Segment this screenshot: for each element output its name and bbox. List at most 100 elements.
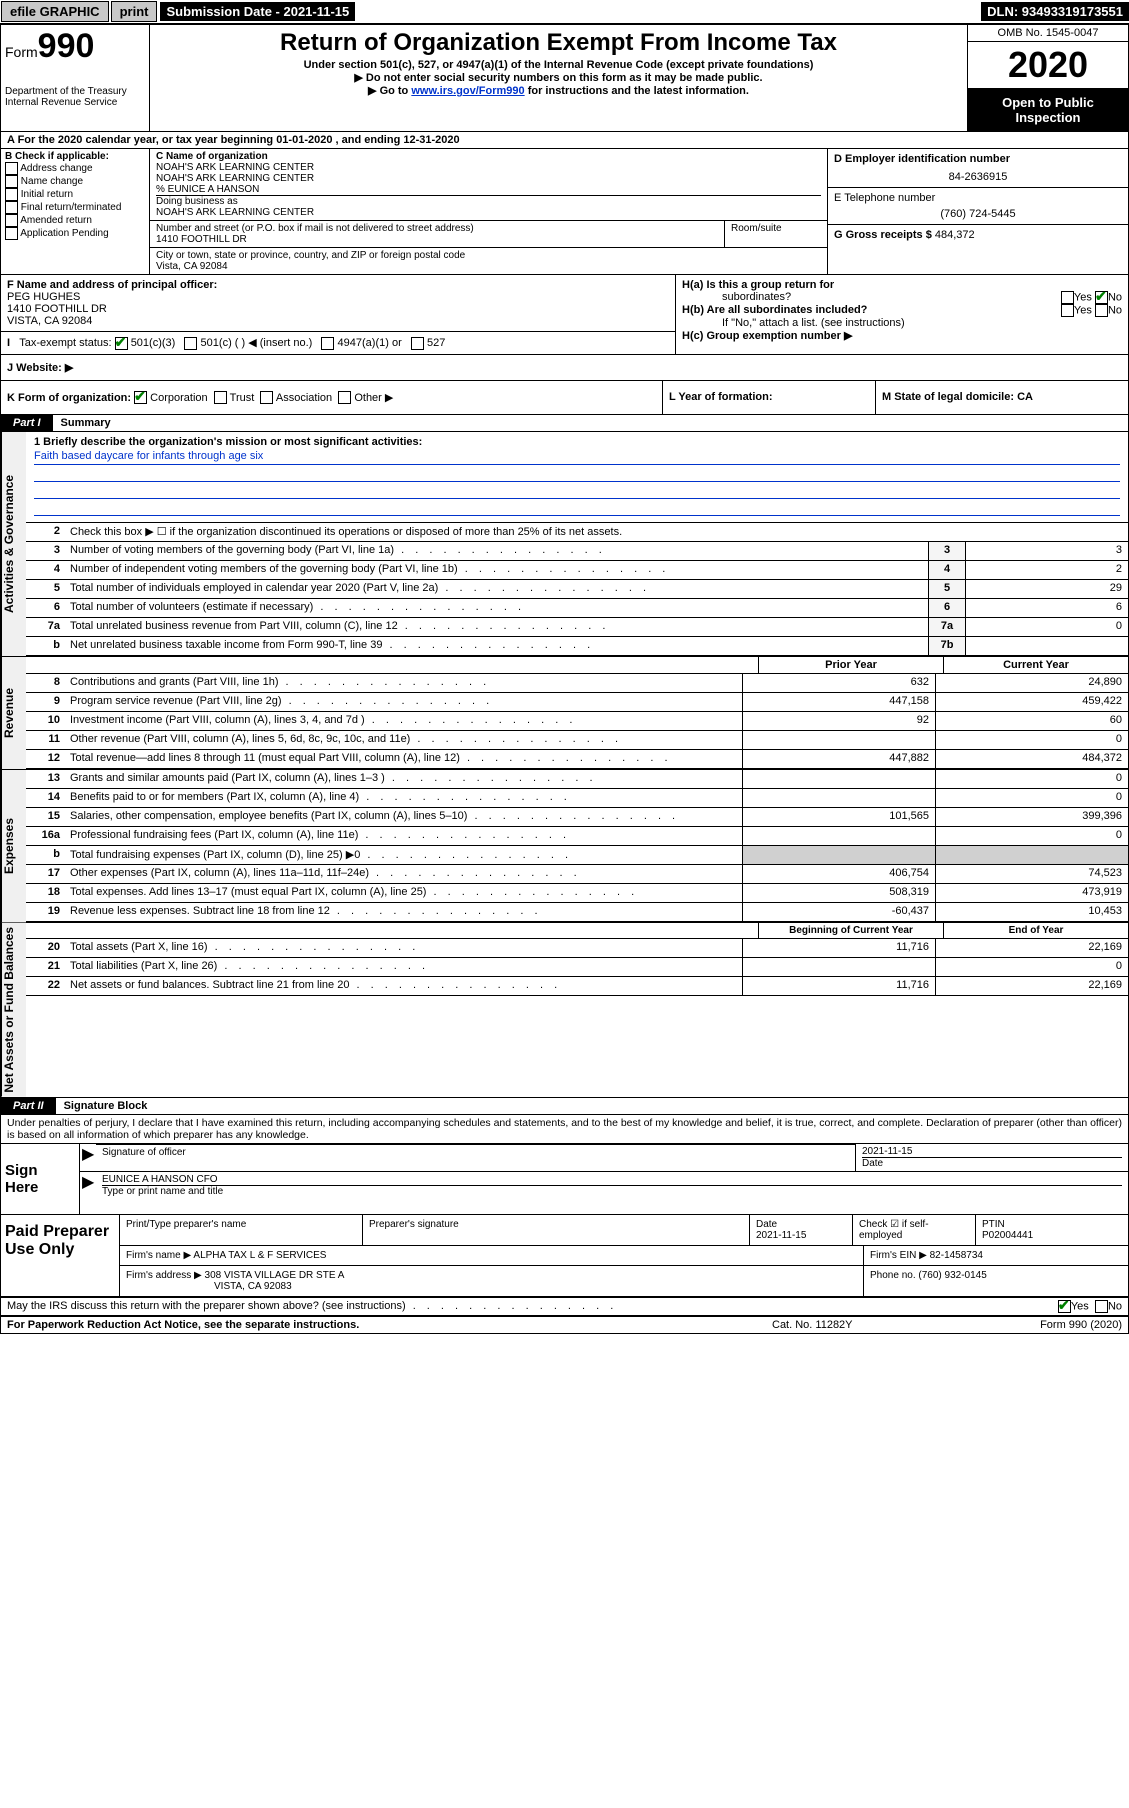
cb-ha-no[interactable] xyxy=(1095,291,1108,304)
dept-label: Department of the Treasury xyxy=(5,86,145,97)
cb-527[interactable] xyxy=(411,337,424,350)
cb-amended[interactable] xyxy=(5,214,18,227)
omb-number: OMB No. 1545-0047 xyxy=(968,25,1128,42)
row-fh: F Name and address of principal officer:… xyxy=(1,275,1128,355)
data-line: 11Other revenue (Part VIII, column (A), … xyxy=(26,731,1128,750)
gov-line: 2Check this box ▶ ☐ if the organization … xyxy=(26,523,1128,542)
row-j-website: J Website: ▶ xyxy=(1,355,1128,381)
data-line: 16aProfessional fundraising fees (Part I… xyxy=(26,827,1128,846)
cb-ha-yes[interactable] xyxy=(1061,291,1074,304)
cb-501c3[interactable] xyxy=(115,337,128,350)
data-line: 19Revenue less expenses. Subtract line 1… xyxy=(26,903,1128,922)
data-line: 14Benefits paid to or for members (Part … xyxy=(26,789,1128,808)
org-city: Vista, CA 92084 xyxy=(156,261,821,272)
gov-line: 7aTotal unrelated business revenue from … xyxy=(26,618,1128,637)
paid-preparer-section: Paid Preparer Use Only Print/Type prepar… xyxy=(1,1215,1128,1298)
governance-section: Activities & Governance 1 Briefly descri… xyxy=(1,432,1128,657)
officer-name: EUNICE A HANSON CFO xyxy=(102,1174,1122,1185)
data-line: 18Total expenses. Add lines 13–17 (must … xyxy=(26,884,1128,903)
data-line: 21Total liabilities (Part X, line 26)0 xyxy=(26,958,1128,977)
cb-501c[interactable] xyxy=(184,337,197,350)
sign-here-section: Sign Here ▶ Signature of officer 2021-11… xyxy=(1,1143,1128,1215)
form-number: Form990 xyxy=(5,27,145,66)
efile-button[interactable]: efile GRAPHIC xyxy=(1,1,109,22)
cb-discuss-no[interactable] xyxy=(1095,1300,1108,1313)
cb-name-change[interactable] xyxy=(5,175,18,188)
year-formation: L Year of formation: xyxy=(663,381,876,415)
penalties-text: Under penalties of perjury, I declare th… xyxy=(1,1115,1128,1143)
org-name-2: NOAH'S ARK LEARNING CENTER xyxy=(156,173,821,184)
ein-value: 84-2636915 xyxy=(834,171,1122,183)
cb-final-return[interactable] xyxy=(5,201,18,214)
data-line: 9Program service revenue (Part VIII, lin… xyxy=(26,693,1128,712)
cb-other[interactable] xyxy=(338,391,351,404)
data-line: 20Total assets (Part X, line 16)11,71622… xyxy=(26,939,1128,958)
gov-line: 3Number of voting members of the governi… xyxy=(26,542,1128,561)
cb-assoc[interactable] xyxy=(260,391,273,404)
dln-label: DLN: 93493319173551 xyxy=(981,2,1129,21)
form-title: Return of Organization Exempt From Incom… xyxy=(156,29,961,57)
gross-receipts: 484,372 xyxy=(935,229,975,241)
part-i-header: Part I Summary xyxy=(1,415,1128,432)
cb-corp[interactable] xyxy=(134,391,147,404)
net-vert-label: Net Assets or Fund Balances xyxy=(1,923,26,1097)
net-header: Beginning of Current Year End of Year xyxy=(26,923,1128,939)
open-public-label: Open to Public Inspection xyxy=(968,89,1128,131)
sign-here-label: Sign Here xyxy=(1,1144,80,1214)
room-suite-label: Room/suite xyxy=(725,221,827,247)
box-h: H(a) Is this a group return for subordin… xyxy=(676,275,1128,354)
box-c: C Name of organization NOAH'S ARK LEARNI… xyxy=(150,149,828,274)
gov-vert-label: Activities & Governance xyxy=(1,432,26,656)
cb-discuss-yes[interactable] xyxy=(1058,1300,1071,1313)
data-line: 12Total revenue—add lines 8 through 11 (… xyxy=(26,750,1128,769)
irs-link[interactable]: www.irs.gov/Form990 xyxy=(411,85,524,97)
data-line: 17Other expenses (Part IX, column (A), l… xyxy=(26,865,1128,884)
gov-line: 5Total number of individuals employed in… xyxy=(26,580,1128,599)
discuss-question: May the IRS discuss this return with the… xyxy=(7,1300,1058,1313)
mission-box: 1 Briefly describe the organization's mi… xyxy=(26,432,1128,523)
cb-hb-no[interactable] xyxy=(1095,304,1108,317)
org-name-1: NOAH'S ARK LEARNING CENTER xyxy=(156,162,821,173)
rev-vert-label: Revenue xyxy=(1,657,26,769)
form-990-container: Form990 Department of the Treasury Inter… xyxy=(0,24,1129,1334)
rev-header: Prior Year Current Year xyxy=(26,657,1128,674)
footer: For Paperwork Reduction Act Notice, see … xyxy=(1,1317,1128,1333)
mission-text: Faith based daycare for infants through … xyxy=(34,450,1120,465)
cb-4947[interactable] xyxy=(321,337,334,350)
firm-ein: 82-1458734 xyxy=(930,1250,983,1261)
cb-trust[interactable] xyxy=(214,391,227,404)
box-deg: D Employer identification number 84-2636… xyxy=(828,149,1128,274)
data-line: bTotal fundraising expenses (Part IX, co… xyxy=(26,846,1128,865)
gov-line: 4Number of independent voting members of… xyxy=(26,561,1128,580)
submission-date: Submission Date - 2021-11-15 xyxy=(160,2,355,21)
header-right: OMB No. 1545-0047 2020 Open to Public In… xyxy=(967,25,1128,131)
ptin: P02004441 xyxy=(982,1230,1033,1241)
header-mid: Return of Organization Exempt From Incom… xyxy=(150,25,967,131)
cb-app-pending[interactable] xyxy=(5,227,18,240)
firm-name: ALPHA TAX L & F SERVICES xyxy=(193,1250,326,1261)
revenue-section: Revenue Prior Year Current Year 8Contrib… xyxy=(1,657,1128,770)
cb-hb-yes[interactable] xyxy=(1061,304,1074,317)
org-co: % EUNICE A HANSON xyxy=(156,184,821,195)
exp-vert-label: Expenses xyxy=(1,770,26,922)
subtitle-1: Under section 501(c), 527, or 4947(a)(1)… xyxy=(156,59,961,71)
org-street: 1410 FOOTHILL DR xyxy=(156,234,718,245)
irs-label: Internal Revenue Service xyxy=(5,97,145,108)
cb-initial-return[interactable] xyxy=(5,188,18,201)
subtitle-3: ▶ Go to www.irs.gov/Form990 for instruct… xyxy=(156,84,961,97)
expenses-section: Expenses 13Grants and similar amounts pa… xyxy=(1,770,1128,923)
data-line: 22Net assets or fund balances. Subtract … xyxy=(26,977,1128,996)
prep-phone: (760) 932-0145 xyxy=(918,1270,986,1281)
subtitle-2: ▶ Do not enter social security numbers o… xyxy=(156,71,961,84)
state-domicile: M State of legal domicile: CA xyxy=(876,381,1128,415)
part-ii-header: Part II Signature Block xyxy=(1,1098,1128,1115)
section-bcdeg: B Check if applicable: Address change Na… xyxy=(1,149,1128,275)
print-button[interactable]: print xyxy=(111,1,158,22)
top-bar: efile GRAPHIC print Submission Date - 20… xyxy=(0,0,1129,24)
data-line: 15Salaries, other compensation, employee… xyxy=(26,808,1128,827)
header-left: Form990 Department of the Treasury Inter… xyxy=(1,25,150,131)
cb-address-change[interactable] xyxy=(5,162,18,175)
phone-value: (760) 724-5445 xyxy=(834,208,1122,220)
netassets-section: Net Assets or Fund Balances Beginning of… xyxy=(1,923,1128,1098)
data-line: 8Contributions and grants (Part VIII, li… xyxy=(26,674,1128,693)
